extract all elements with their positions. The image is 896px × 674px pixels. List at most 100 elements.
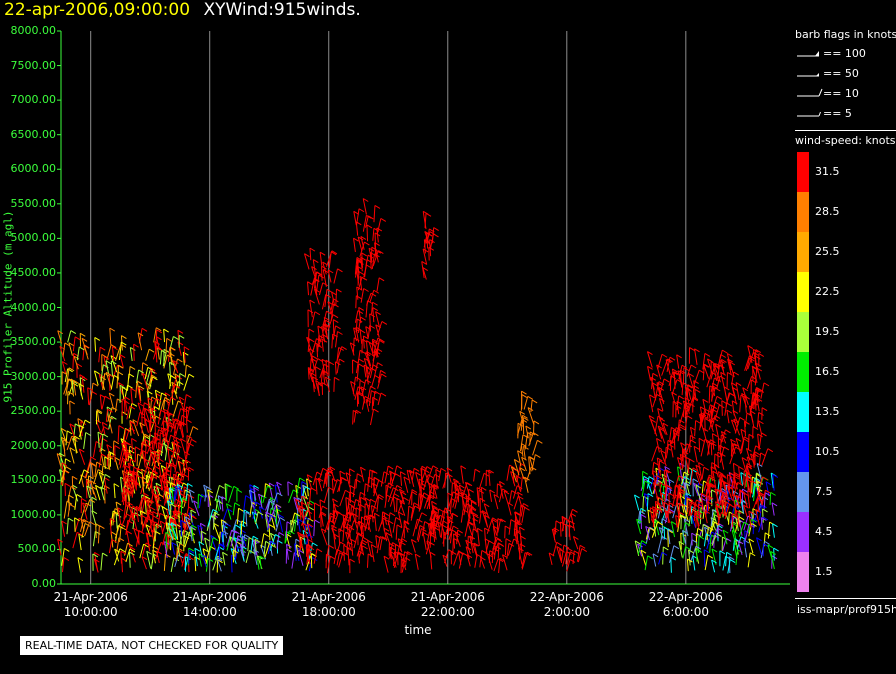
wind-barb-flag [644, 480, 651, 485]
wind-barb-flag [497, 518, 504, 523]
wind-barb [180, 421, 185, 438]
wind-barb-flag [270, 540, 277, 545]
wind-barb-flag [77, 557, 84, 562]
wind-barb [64, 368, 69, 383]
wind-barb-flag [132, 419, 139, 424]
wind-barb-flag [462, 509, 469, 513]
wind-barb [56, 453, 62, 469]
wind-barb [361, 396, 366, 410]
wind-barb-flag [177, 479, 183, 484]
wind-barb [748, 538, 754, 554]
wind-barb-flag [120, 550, 127, 555]
wind-barb [720, 431, 727, 444]
wind-barb-flag [188, 442, 194, 447]
wind-barb [322, 370, 326, 385]
wind-barb [423, 239, 426, 254]
wind-barb [332, 325, 337, 340]
wind-barb-flag [153, 450, 160, 455]
wind-barb-flag [110, 344, 117, 349]
wind-barb-flag [357, 532, 363, 537]
wind-barb [368, 469, 371, 484]
wind-barb-flag [677, 487, 684, 492]
wind-barb [147, 398, 150, 413]
color-bar-label: 1.5 [815, 565, 833, 578]
wind-barb-flag [690, 364, 697, 369]
wind-barb [703, 533, 707, 547]
wind-barb [255, 511, 259, 525]
wind-barb [170, 455, 176, 471]
wind-barb [576, 545, 581, 562]
wind-barb-flag [731, 419, 737, 424]
wind-barb [513, 495, 519, 510]
wind-barb-flag [670, 556, 677, 561]
wind-barb-flag [563, 544, 570, 549]
wind-barb-flag [741, 457, 748, 462]
wind-barb [701, 467, 705, 480]
wind-barb-flag [401, 558, 407, 563]
wind-barb [758, 452, 762, 466]
wind-barb [384, 465, 389, 484]
wind-barb-flag [236, 488, 243, 493]
wind-barb [62, 469, 65, 487]
wind-barb [155, 429, 160, 443]
wind-barb [256, 555, 260, 570]
wind-barb-flag [186, 394, 192, 399]
wind-barb [77, 557, 82, 573]
wind-barb [757, 476, 763, 493]
wind-barb-flag [572, 508, 578, 513]
wind-barb [275, 504, 280, 519]
wind-barb-flag [735, 509, 742, 514]
wind-barb-flag [686, 415, 693, 420]
wind-barb [339, 490, 346, 507]
wind-barb [376, 321, 383, 336]
wind-barb [665, 510, 671, 524]
wind-barb [113, 483, 116, 499]
wind-barb [157, 410, 162, 425]
wind-barb [311, 311, 316, 326]
wind-barb-flag [65, 458, 71, 463]
wind-barb [333, 549, 338, 564]
wind-barb-flag [153, 515, 159, 520]
wind-barb-flag [661, 551, 668, 556]
wind-barb-flag [113, 374, 120, 379]
wind-barb-flag [471, 501, 477, 505]
wind-barb [90, 383, 94, 400]
wind-barb-flag [747, 515, 754, 520]
wind-barb-flag [108, 415, 114, 420]
wind-barb-flag [647, 351, 653, 355]
wind-barb-flag [376, 227, 383, 232]
wind-barb-flag [389, 512, 396, 517]
wind-barb [438, 468, 442, 482]
wind-barb-flag [370, 498, 376, 503]
wind-barb-flag [472, 512, 479, 517]
wind-barb-flag [710, 466, 717, 471]
wind-barb-flag [135, 446, 141, 451]
wind-barb [322, 269, 327, 287]
wind-barb-flag [722, 349, 728, 354]
wind-barb-flag [726, 402, 733, 407]
wind-barb-flag [146, 550, 152, 555]
wind-barb [651, 373, 654, 390]
wind-barb-flag [359, 379, 366, 384]
wind-barb [377, 370, 382, 383]
color-bar-label: 28.5 [815, 205, 840, 218]
wind-barb-flag [154, 424, 161, 429]
wind-barb [369, 290, 375, 303]
wind-barb-flag [184, 513, 191, 517]
wind-barb-flag [715, 423, 721, 428]
wind-barb-flag [703, 523, 710, 528]
wind-barb-flag [466, 482, 473, 487]
wind-barb [488, 469, 491, 486]
wind-barb-flag [403, 497, 409, 501]
wind-barb [356, 259, 359, 273]
wind-barb-flag [455, 480, 461, 485]
wind-barb-flag [170, 375, 177, 380]
wind-barb-flag [656, 475, 663, 480]
wind-barb-flag [150, 519, 156, 524]
wind-barb-flag [640, 507, 647, 512]
wind-barb-flag [322, 261, 328, 266]
wind-barb [693, 446, 698, 463]
wind-barb [365, 326, 369, 339]
wind-barb-flag [371, 544, 377, 548]
wind-barb [70, 378, 75, 397]
